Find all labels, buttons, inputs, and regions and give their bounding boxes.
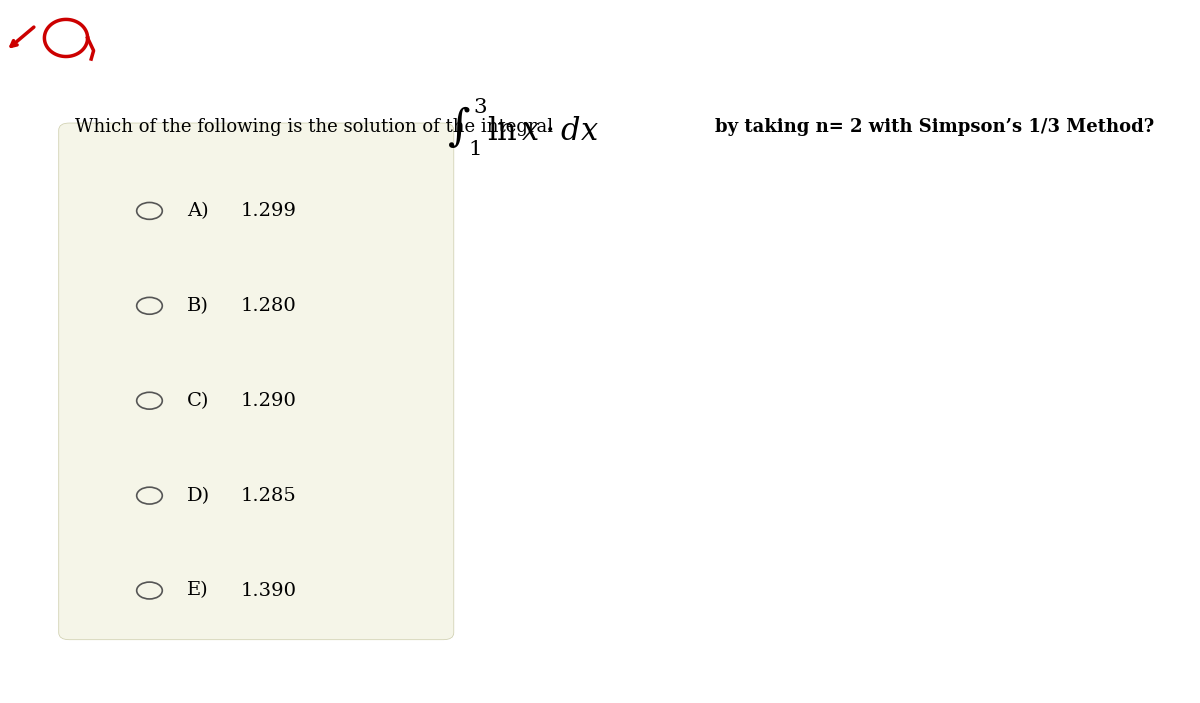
Text: C): C) — [187, 392, 209, 410]
Text: $\int_1^3 \ln x \cdot dx$: $\int_1^3 \ln x \cdot dx$ — [448, 96, 599, 157]
Text: 1.285: 1.285 — [240, 486, 296, 505]
Text: B): B) — [187, 297, 209, 315]
Text: D): D) — [187, 486, 210, 505]
Text: E): E) — [187, 581, 209, 600]
Text: 1.280: 1.280 — [240, 297, 296, 315]
Text: 1.290: 1.290 — [240, 392, 296, 410]
Text: by taking n= 2 with Simpson’s 1/3 Method?: by taking n= 2 with Simpson’s 1/3 Method… — [715, 117, 1154, 136]
FancyBboxPatch shape — [59, 123, 454, 640]
Text: 1.299: 1.299 — [240, 202, 296, 220]
Text: 1.390: 1.390 — [240, 581, 296, 600]
Text: A): A) — [187, 202, 209, 220]
Text: Which of the following is the solution of the integral: Which of the following is the solution o… — [74, 117, 553, 136]
